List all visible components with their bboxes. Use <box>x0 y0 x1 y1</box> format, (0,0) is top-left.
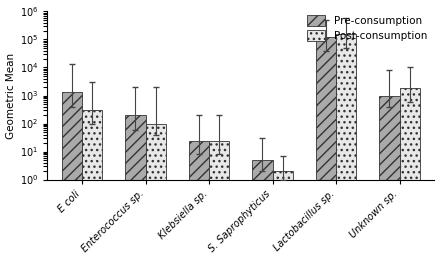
Legend: Pre-consumption, Post-consumption: Pre-consumption, Post-consumption <box>304 13 429 43</box>
Bar <box>62 92 82 260</box>
Bar <box>125 115 146 260</box>
Bar <box>252 160 272 260</box>
Bar <box>189 141 209 260</box>
Bar <box>82 110 103 260</box>
Bar <box>316 37 336 260</box>
Bar <box>379 95 400 260</box>
Y-axis label: Geometric Mean: Geometric Mean <box>6 53 15 139</box>
Bar <box>400 88 420 260</box>
Bar <box>272 171 293 260</box>
Bar <box>209 141 229 260</box>
Bar <box>146 124 166 260</box>
Bar <box>336 34 356 260</box>
